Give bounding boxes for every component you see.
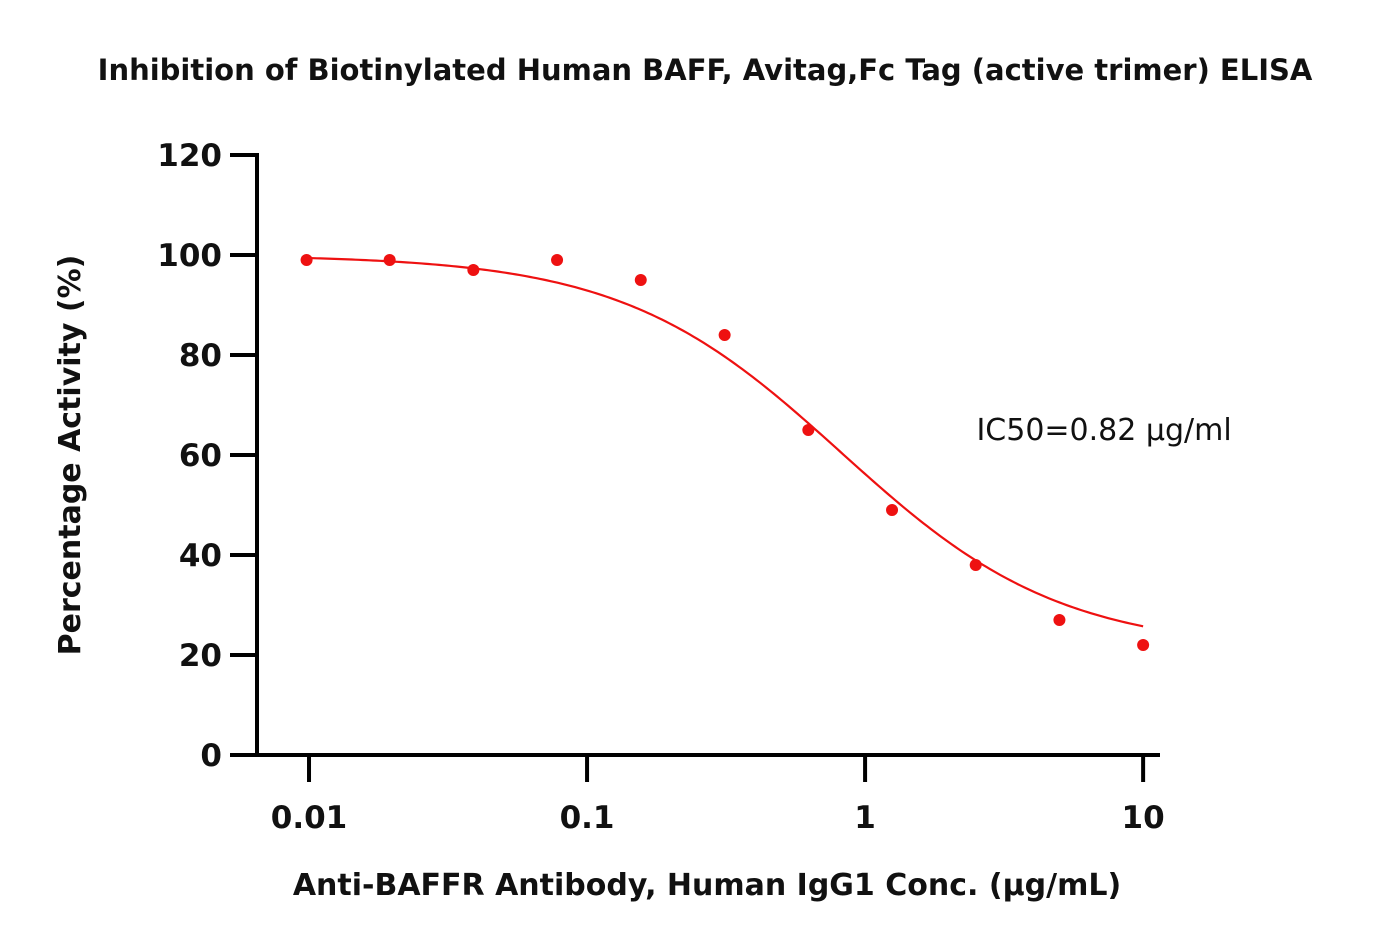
x-ticks: 0.01 0.1 1 10	[271, 755, 1165, 836]
y-tick-label: 60	[179, 438, 222, 474]
data-point	[383, 254, 396, 266]
y-tick-label: 40	[179, 538, 222, 574]
y-tick-label: 120	[157, 138, 222, 174]
data-point	[969, 559, 982, 571]
data-points	[300, 254, 1150, 651]
data-point	[467, 264, 480, 276]
y-tick-label: 0	[200, 738, 222, 774]
data-point	[300, 254, 313, 266]
data-point	[1137, 639, 1150, 651]
ic50-annotation: IC50=0.82 μg/ml	[976, 413, 1231, 448]
data-point	[551, 254, 564, 266]
y-tick-label: 20	[179, 638, 222, 674]
data-point	[802, 424, 815, 436]
x-tick-label: 1	[854, 800, 876, 836]
chart-title: Inhibition of Biotinylated Human BAFF, A…	[98, 53, 1313, 87]
y-tick-label: 100	[157, 238, 222, 274]
data-point	[634, 274, 647, 286]
x-tick-label: 10	[1122, 800, 1165, 836]
x-axis-label: Anti-BAFFR Antibody, Human IgG1 Conc. (μ…	[293, 868, 1121, 903]
fit-curve	[306, 256, 1144, 628]
y-ticks: 0 20 40 60 80 100 120	[157, 138, 257, 774]
x-tick-label: 0.1	[560, 800, 615, 836]
fit-curve-layer	[306, 256, 1144, 628]
x-tick-label: 0.01	[271, 800, 348, 836]
y-axis-label: Percentage Activity (%)	[53, 255, 88, 656]
data-point	[1053, 614, 1066, 626]
data-point	[718, 329, 731, 341]
y-tick-label: 80	[179, 338, 222, 374]
axes	[230, 153, 1160, 757]
data-point	[886, 504, 899, 516]
